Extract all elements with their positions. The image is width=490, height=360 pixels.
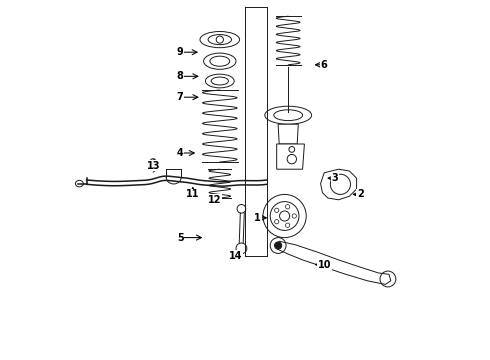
Text: 9: 9 [177, 47, 184, 57]
Text: 10: 10 [318, 260, 331, 270]
Polygon shape [278, 124, 298, 144]
Text: 11: 11 [186, 189, 199, 199]
Text: 7: 7 [177, 92, 184, 102]
Text: 3: 3 [332, 173, 339, 183]
Circle shape [274, 242, 282, 249]
Text: 2: 2 [357, 189, 364, 199]
Text: 13: 13 [147, 161, 160, 171]
Text: 6: 6 [321, 60, 328, 70]
Polygon shape [277, 144, 304, 169]
Circle shape [216, 36, 223, 43]
Text: 8: 8 [177, 71, 184, 81]
Text: 4: 4 [177, 148, 184, 158]
Text: 12: 12 [208, 195, 221, 205]
Polygon shape [320, 169, 357, 200]
Polygon shape [277, 241, 391, 284]
Text: 1: 1 [254, 213, 261, 223]
Text: 14: 14 [229, 251, 243, 261]
Text: 5: 5 [177, 233, 184, 243]
